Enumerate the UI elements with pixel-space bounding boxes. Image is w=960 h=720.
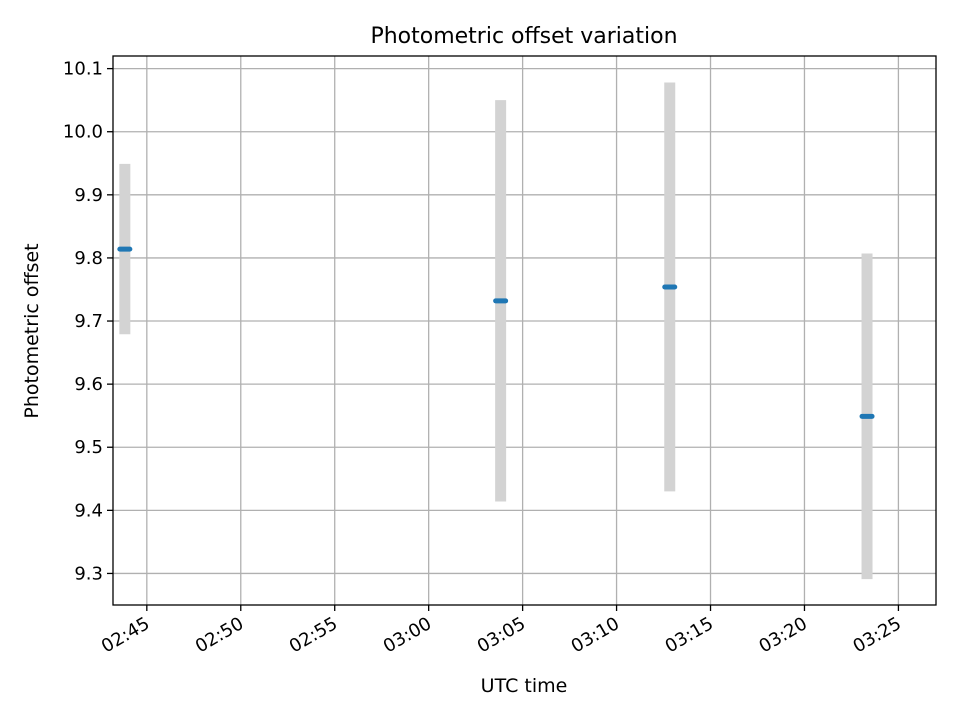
y-tick-label: 9.5 (74, 437, 103, 458)
x-tick-label: 03:05 (474, 613, 529, 657)
x-tick-label: 02:45 (98, 613, 153, 657)
y-tick-label: 10.1 (63, 59, 103, 80)
marks-layer (117, 82, 875, 580)
plot-frame (112, 55, 937, 606)
x-tick-label: 03:10 (568, 613, 623, 657)
x-tick-label: 02:50 (192, 613, 247, 657)
y-tick-label: 10.0 (63, 122, 103, 143)
y-tick-label: 9.7 (74, 311, 103, 332)
y-tick-label: 9.6 (74, 374, 103, 395)
x-tick-label: 03:25 (849, 613, 904, 657)
chart-title: Photometric offset variation (370, 24, 677, 49)
axis-layer: 02:45 02:50 02:55 03:00 03:05 03:10 03:15 03:20… (63, 59, 905, 658)
x-axis-label: UTC time (481, 675, 568, 697)
y-tick-label: 9.4 (74, 500, 103, 521)
grid-layer (113, 56, 936, 605)
x-tick-label: 03:15 (662, 613, 717, 657)
x-tick-label: 03:00 (380, 613, 435, 657)
x-tick-label: 02:55 (286, 613, 341, 657)
y-axis-label: Photometric offset (21, 243, 43, 418)
y-tick-label: 9.9 (74, 185, 103, 206)
y-tick-label: 9.8 (74, 248, 103, 269)
x-tick-label: 03:20 (756, 613, 811, 657)
y-tick-label: 9.3 (74, 563, 103, 584)
